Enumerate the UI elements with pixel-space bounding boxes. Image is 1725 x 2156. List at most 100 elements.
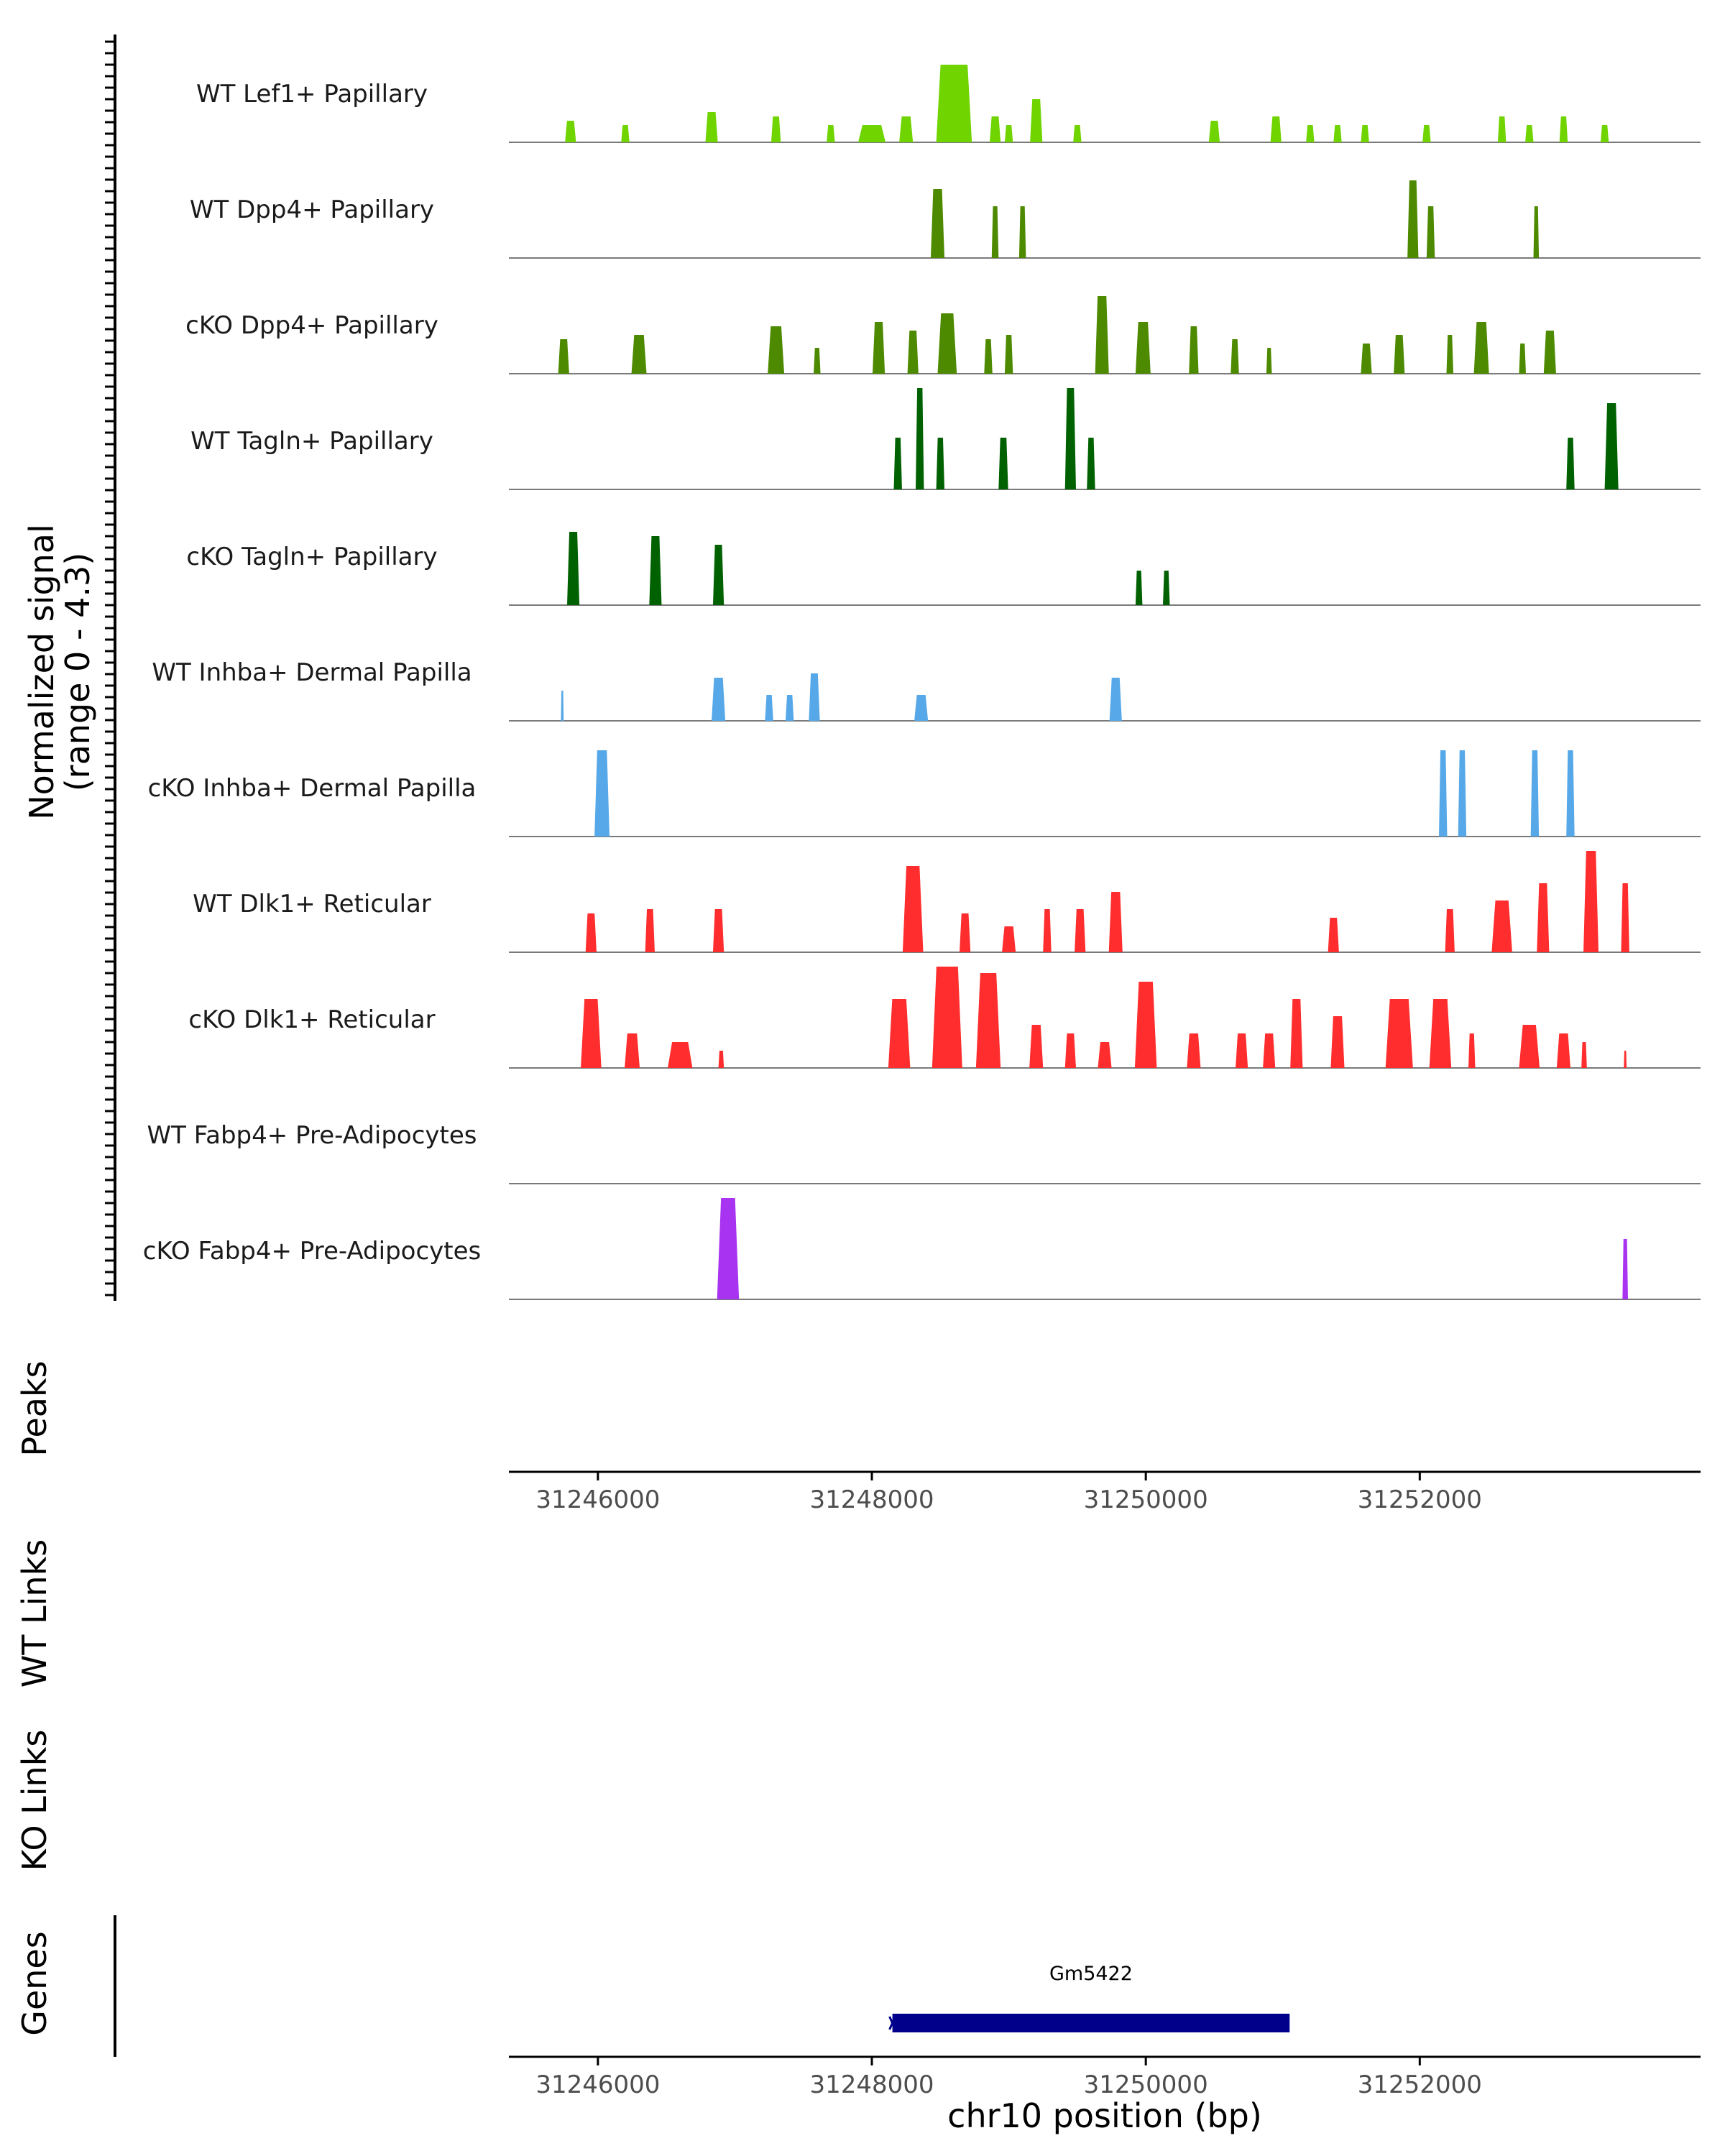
coverage-peak	[1004, 335, 1013, 374]
coverage-peak	[1263, 1033, 1276, 1068]
x-axis-tick-label: 31252000	[1358, 2070, 1482, 2099]
coverage-peak	[1559, 116, 1568, 142]
track-label: WT Dpp4+ Papillary	[190, 195, 434, 224]
coverage-peak	[1189, 326, 1199, 374]
coverage-peak	[705, 112, 718, 142]
x-axis-title: chr10 position (bp)	[947, 2096, 1262, 2135]
track: WT Inhba+ Dermal Papilla	[152, 658, 1701, 722]
coverage-peak	[645, 909, 655, 952]
coverage-peak	[1064, 1033, 1076, 1068]
coverage-peak	[1087, 438, 1095, 489]
coverage-peak	[857, 125, 886, 142]
coverage-peak	[1525, 125, 1534, 142]
coverage-peak	[1134, 982, 1157, 1068]
track-label: WT Fabp4+ Pre-Adipocytes	[147, 1121, 477, 1150]
coverage-peak	[594, 750, 610, 837]
coverage-peak	[1543, 331, 1556, 374]
coverage-tracks: WT Lef1+ Papillary WT Dpp4+ Papillary cKO …	[143, 65, 1701, 1300]
coverage-peak	[1162, 571, 1170, 605]
coverage-peak	[1497, 116, 1506, 142]
coverage-peak	[1581, 1042, 1587, 1068]
coverage-peak	[785, 695, 794, 721]
signal-axis-ticks	[105, 40, 115, 1296]
coverage-peak	[1064, 388, 1076, 489]
track-label: WT Dlk1+ Reticular	[193, 890, 431, 918]
coverage-peak	[1328, 918, 1339, 952]
y-axis-title: Normalized signal	[22, 524, 61, 820]
track-label: WT Tagln+ Papillary	[190, 427, 433, 456]
coverage-peak	[625, 1033, 640, 1068]
coverage-peak	[893, 438, 902, 489]
coverage-peak	[1266, 348, 1272, 374]
coverage-peak	[1533, 206, 1540, 258]
ko-links-panel-label: KO Links	[15, 1730, 54, 1871]
gene-annotations: Gm5422	[888, 1963, 1290, 2032]
track: cKO Dlk1+ Reticular	[188, 967, 1701, 1069]
gene-body	[892, 2014, 1290, 2032]
track: WT Fabp4+ Pre-Adipocytes	[147, 1121, 1701, 1184]
coverage-peak	[872, 322, 886, 374]
coverage-peak	[1537, 883, 1550, 952]
coverage-peak	[1075, 909, 1086, 952]
x-axis-tick-label: 31250000	[1084, 2070, 1208, 2099]
x-axis-tick-label: 31250000	[1084, 1485, 1208, 1514]
coverage-peak	[717, 1198, 740, 1299]
coverage-peak	[936, 65, 972, 142]
coverage-peak	[937, 313, 957, 374]
coverage-peak	[1361, 344, 1372, 374]
coverage-peak	[1621, 883, 1629, 952]
coverage-peak	[1108, 892, 1123, 952]
coverage-peak	[1095, 296, 1109, 374]
coverage-peak	[565, 121, 576, 142]
x-axis-tick-label: 31246000	[535, 1485, 660, 1514]
coverage-peak	[1426, 206, 1435, 258]
coverage-peak	[712, 678, 726, 721]
coverage-peak	[916, 388, 924, 489]
coverage-peak	[770, 116, 781, 142]
track: WT Tagln+ Papillary	[190, 388, 1701, 490]
coverage-peak	[1468, 1033, 1476, 1068]
coverage-peak	[1109, 678, 1122, 721]
coverage-peak	[1235, 1033, 1248, 1068]
coverage-peak	[1330, 1016, 1345, 1068]
coverage-peak	[1566, 438, 1575, 489]
coverage-peak	[668, 1042, 693, 1068]
track: cKO Dpp4+ Papillary	[185, 296, 1701, 374]
coverage-peak	[1519, 344, 1527, 374]
coverage-peak	[1002, 926, 1016, 952]
coverage-peak	[991, 206, 999, 258]
coverage-peak	[1361, 125, 1369, 142]
coverage-peak	[1566, 750, 1575, 837]
coverage-peak	[621, 125, 630, 142]
coverage-peak	[1600, 125, 1609, 142]
coverage-peak	[984, 339, 993, 374]
coverage-peak	[899, 116, 914, 142]
coverage-peak	[888, 999, 911, 1068]
coverage-peak	[712, 545, 724, 605]
coverage-peak	[1604, 403, 1619, 489]
coverage-peak	[1394, 335, 1405, 374]
strand-mark	[888, 2016, 896, 2030]
coverage-peak	[1270, 116, 1282, 142]
coverage-peak	[1556, 1033, 1570, 1068]
x-axis-tick-label: 31248000	[809, 1485, 934, 1514]
coverage-peak	[1429, 999, 1452, 1068]
coverage-peak	[1407, 180, 1419, 258]
track: cKO Tagln+ Papillary	[186, 532, 1701, 606]
coverage-peak	[1073, 125, 1082, 142]
coverage-peak	[1135, 322, 1151, 374]
track-label: WT Inhba+ Dermal Papilla	[152, 658, 472, 687]
coverage-peak	[1519, 1025, 1540, 1068]
coverage-peak	[914, 695, 929, 721]
coverage-peak	[585, 913, 597, 952]
coverage-peak	[1458, 750, 1467, 837]
coverage-peak	[1018, 206, 1026, 258]
coverage-peak	[768, 326, 785, 374]
track-label: cKO Fabp4+ Pre-Adipocytes	[143, 1237, 482, 1266]
coverage-peak	[718, 1051, 724, 1068]
gene-label: Gm5422	[1049, 1963, 1133, 1985]
coverage-peak	[1333, 125, 1342, 142]
coverage-peak	[1098, 1042, 1112, 1068]
